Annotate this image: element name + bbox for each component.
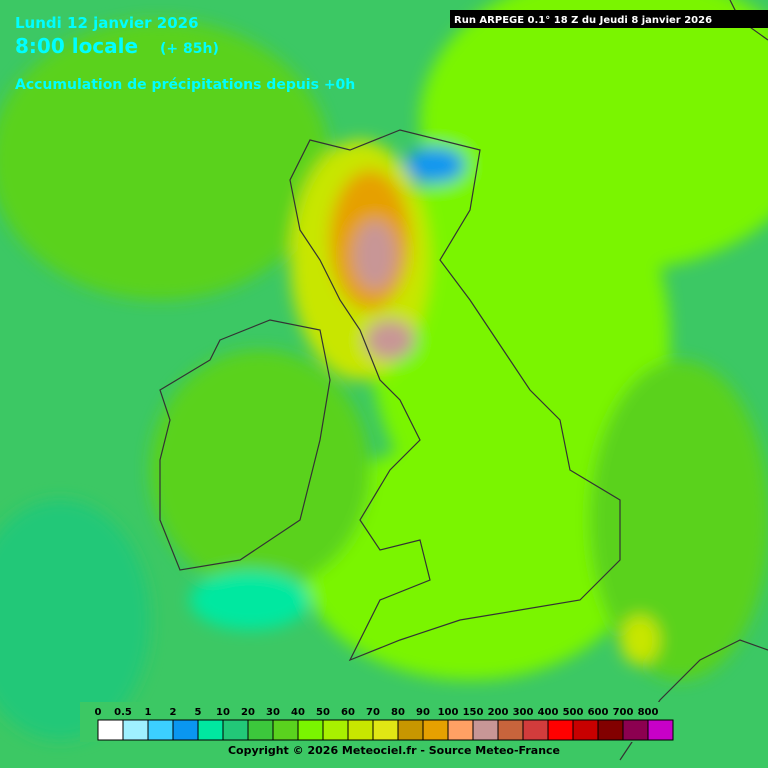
legend-label: 400 bbox=[538, 707, 559, 718]
legend-swatch bbox=[172, 719, 199, 741]
legend-label: 80 bbox=[391, 707, 405, 718]
legend-swatch bbox=[572, 719, 599, 741]
legend-label: 70 bbox=[366, 707, 380, 718]
legend-swatch bbox=[422, 719, 449, 741]
legend-swatch bbox=[472, 719, 499, 741]
legend-label: 20 bbox=[241, 707, 255, 718]
legend-label: 500 bbox=[563, 707, 584, 718]
subtitle: Accumulation de précipitations depuis +0… bbox=[15, 77, 355, 93]
legend-swatch bbox=[247, 719, 274, 741]
legend-swatch bbox=[497, 719, 524, 741]
legend-label: 5 bbox=[195, 707, 202, 718]
legend-label: 0 bbox=[95, 707, 102, 718]
legend-label: 30 bbox=[266, 707, 280, 718]
legend-label: 1 bbox=[145, 707, 152, 718]
legend-swatch bbox=[97, 719, 124, 741]
copyright: Copyright © 2026 Meteociel.fr - Source M… bbox=[228, 744, 560, 757]
legend-swatch bbox=[597, 719, 624, 741]
run-banner bbox=[450, 10, 768, 28]
legend-label: 0.5 bbox=[114, 707, 132, 718]
legend-label: 700 bbox=[613, 707, 634, 718]
legend-swatch bbox=[272, 719, 299, 741]
legend-label: 200 bbox=[488, 707, 509, 718]
legend-label: 800 bbox=[638, 707, 659, 718]
legend: 0 0.5 1 2 5 10 20 30 40 50 60 70 80 90 100 150 200 300 400… bbox=[80, 702, 692, 742]
legend-swatch bbox=[547, 719, 574, 741]
legend-swatch bbox=[622, 719, 649, 741]
legend-swatch bbox=[222, 719, 249, 741]
precip-field bbox=[0, 0, 768, 740]
legend-label: 60 bbox=[341, 707, 355, 718]
legend-swatch bbox=[347, 719, 374, 741]
legend-label: 100 bbox=[438, 707, 459, 718]
legend-swatch bbox=[297, 719, 324, 741]
legend-swatch bbox=[522, 719, 549, 741]
forecast-time: 8:00 locale bbox=[15, 34, 138, 58]
legend-label: 40 bbox=[291, 707, 305, 718]
legend-label: 90 bbox=[416, 707, 430, 718]
legend-swatch bbox=[322, 719, 349, 741]
lead-time: (+ 85h) bbox=[160, 41, 219, 57]
forecast-date: Lundi 12 janvier 2026 bbox=[15, 14, 199, 32]
legend-label: 600 bbox=[588, 707, 609, 718]
legend-label: 150 bbox=[463, 707, 484, 718]
legend-label: 300 bbox=[513, 707, 534, 718]
legend-swatch bbox=[147, 719, 174, 741]
legend-label: 50 bbox=[316, 707, 330, 718]
legend-swatch bbox=[372, 719, 399, 741]
legend-swatch bbox=[647, 719, 674, 741]
run-info: Run ARPEGE 0.1° 18 Z du Jeudi 8 janvier … bbox=[454, 15, 712, 26]
legend-label: 2 bbox=[170, 707, 177, 718]
legend-swatch bbox=[197, 719, 224, 741]
legend-swatch bbox=[122, 719, 149, 741]
legend-swatch bbox=[397, 719, 424, 741]
legend-swatch bbox=[447, 719, 474, 741]
legend-label: 10 bbox=[216, 707, 230, 718]
